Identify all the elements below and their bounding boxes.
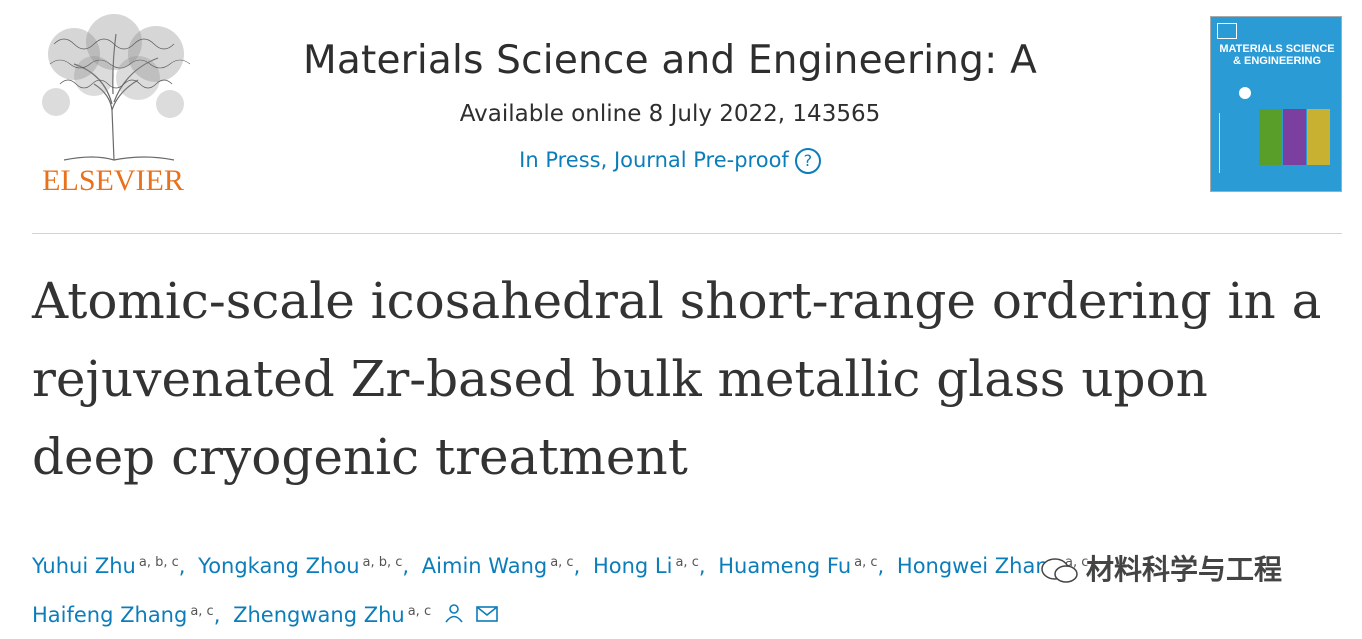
author-affiliations[interactable]: a, c [675, 555, 699, 570]
author-separator: , [402, 554, 410, 578]
author-link[interactable]: Yuhui Zhu a, b, c [32, 554, 179, 578]
watermark-text: 材料科学与工程 [1086, 553, 1283, 586]
author-name[interactable]: Hongwei Zhang [896, 554, 1062, 578]
author-separator: , [573, 554, 581, 578]
tree-logo-icon [42, 14, 191, 161]
author-separator: , [213, 603, 221, 627]
envelope-icon[interactable] [476, 593, 499, 639]
author-name[interactable]: Yuhui Zhu [32, 554, 136, 578]
wechat-icon [1041, 558, 1078, 583]
author-link[interactable]: Yongkang Zhou a, b, c [198, 554, 402, 578]
article-title: Atomic-scale icosahedral short-range ord… [32, 272, 1322, 486]
author-name[interactable]: Aimin Wang [421, 554, 548, 578]
author-separator: , [698, 554, 706, 578]
author-affiliations[interactable]: a, b, c [138, 555, 179, 570]
author-separator: , [178, 554, 186, 578]
availability-line: Available online 8 July 2022, 143565 [459, 101, 881, 127]
author-affiliations[interactable]: a, b, c [362, 555, 403, 570]
journal-title-link[interactable]: Materials Science and Engineering: A [303, 38, 1037, 83]
cover-badge-icon [1239, 87, 1251, 99]
author-link[interactable]: Zhengwang Zhu a, c [233, 603, 431, 627]
author-affiliations[interactable]: a, c [550, 555, 574, 570]
author-name[interactable]: Zhengwang Zhu [233, 603, 405, 627]
cover-image-tile [1259, 109, 1282, 165]
elsevier-wordmark: ELSEVIER [42, 164, 184, 197]
header-divider [32, 233, 1342, 234]
author-name[interactable]: Huameng Fu [718, 554, 852, 578]
cover-title: MATERIALS SCIENCE & ENGINEERING [1219, 43, 1335, 67]
author-name[interactable]: Yongkang Zhou [198, 554, 360, 578]
author-affiliations[interactable]: a, c [407, 604, 432, 619]
pre-proof-status[interactable]: In Press, Journal Pre-proof? [250, 148, 1090, 174]
author-name[interactable]: Haifeng Zhang [32, 603, 188, 627]
author-link[interactable]: Haifeng Zhang a, c [32, 603, 214, 627]
author-link[interactable]: Huameng Fu a, c [718, 554, 877, 578]
pre-proof-label[interactable]: In Press, Journal Pre-proof [519, 148, 789, 172]
elsevier-logo[interactable]: ELSEVIER [28, 14, 198, 197]
author-name[interactable]: Hong Li [592, 554, 673, 578]
cover-contents-list [1219, 113, 1250, 173]
author-link[interactable]: Hong Li a, c [593, 554, 699, 578]
author-affiliations[interactable]: a, c [190, 604, 214, 619]
author-list: Yuhui Zhu a, b, c, Yongkang Zhou a, b, c, … [32, 540, 1332, 639]
cover-publisher-icon [1217, 23, 1237, 39]
help-icon[interactable]: ? [794, 148, 821, 174]
author-separator: , [877, 554, 885, 578]
cover-image-tile [1283, 109, 1306, 165]
author-link[interactable]: Aimin Wang a, c [422, 554, 574, 578]
journal-cover-thumbnail[interactable]: MATERIALS SCIENCE & ENGINEERING [1210, 16, 1342, 192]
cover-image-tile [1307, 109, 1330, 165]
author-affiliations[interactable]: a, c [854, 555, 878, 570]
wechat-watermark: 材料科学与工程 [1040, 548, 1282, 588]
author-separator: , [1088, 554, 1096, 578]
person-icon[interactable] [444, 593, 464, 639]
